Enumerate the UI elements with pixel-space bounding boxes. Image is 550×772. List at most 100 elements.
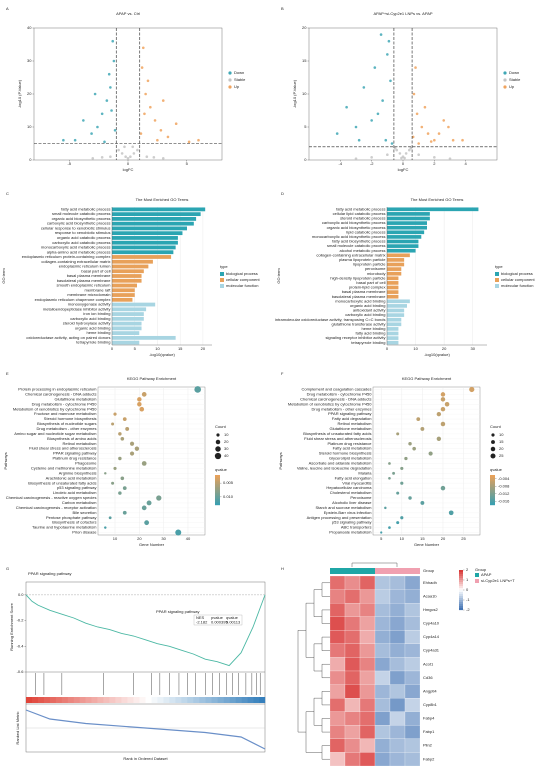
stats-header: NES xyxy=(196,615,205,620)
heat-cell xyxy=(359,575,376,590)
x-tick-label: 10 xyxy=(413,346,418,351)
point xyxy=(433,138,436,142)
legend-label: si-Cyp2e1 LNPs+T xyxy=(481,578,515,583)
group-bar xyxy=(390,568,405,574)
colorbar-cell xyxy=(490,482,495,485)
dot xyxy=(396,491,400,495)
colorbar-cell xyxy=(215,491,220,494)
heat-cell xyxy=(329,752,346,767)
size-legend-dot xyxy=(490,446,496,452)
category-label: collagen-containing extracellular matrix xyxy=(41,259,110,264)
point xyxy=(461,138,464,142)
heat-cell xyxy=(404,698,421,712)
dot xyxy=(428,451,433,456)
chart-title: APAP vs. Ctrl xyxy=(116,11,140,16)
colorbar-label: 0 xyxy=(466,587,469,592)
row-label: Acot1 xyxy=(423,661,434,666)
row-label: Hmgcs2 xyxy=(423,607,438,612)
heat-cell xyxy=(374,738,391,753)
point xyxy=(379,33,383,36)
x-tick-label: 40 xyxy=(186,536,191,541)
point xyxy=(395,148,399,152)
bar xyxy=(112,236,178,240)
dot xyxy=(125,426,130,431)
heat-cell xyxy=(389,630,406,644)
legend-label: biological process xyxy=(226,271,258,276)
legend-label: 40 xyxy=(224,453,229,458)
heat-cell xyxy=(359,616,376,631)
heat-cell xyxy=(329,589,346,604)
dot xyxy=(111,481,115,485)
dot xyxy=(440,406,446,412)
colorbar-cell xyxy=(490,500,495,503)
point xyxy=(362,86,366,89)
legend-swatch xyxy=(503,85,507,89)
colorbar-cell xyxy=(215,475,220,477)
point xyxy=(384,138,388,142)
category-label: Retinol metabolism xyxy=(337,421,372,426)
dot xyxy=(141,461,147,466)
x-tick-label: 4 xyxy=(465,161,468,166)
dot xyxy=(388,526,391,529)
colorbar-cell xyxy=(215,499,220,501)
legend-label: -0.016 xyxy=(498,498,510,503)
y-tick-label: -0.2 xyxy=(17,618,25,623)
dot xyxy=(122,510,127,515)
point xyxy=(159,129,163,132)
dot xyxy=(440,485,446,491)
heat-cell xyxy=(389,684,406,699)
colorbar-cell xyxy=(459,582,463,585)
y-tick-label: 0 xyxy=(304,157,307,162)
category-label: Drug metabolism - other enzymes xyxy=(36,426,96,431)
category-label: organic acid binding xyxy=(75,325,111,330)
colorbar-cell xyxy=(215,478,220,480)
heat-cell xyxy=(329,670,346,685)
dot xyxy=(137,402,142,407)
colorbar-cell xyxy=(459,594,463,597)
heat-cell xyxy=(329,616,346,631)
category-label: Metabolism of xenobiotics by cytochrome … xyxy=(288,401,372,406)
panel-letter: G xyxy=(6,566,9,571)
bar xyxy=(112,326,142,331)
category-label: intramolecular oxidoreductase activity, … xyxy=(275,317,386,322)
colorbar-cell xyxy=(490,476,495,479)
category-label: Complement and coagulation cascades xyxy=(301,387,371,392)
category-label: Chemical carcinogenesis - reactive oxyge… xyxy=(6,495,97,500)
row-label: Cyp4a10 xyxy=(423,621,440,626)
legend-title: type xyxy=(495,264,503,269)
point xyxy=(393,146,397,150)
rank-strip xyxy=(253,697,260,703)
point xyxy=(420,125,424,129)
point xyxy=(354,157,358,160)
point xyxy=(131,145,134,149)
colorbar-cell xyxy=(490,503,495,506)
point xyxy=(345,105,348,109)
heat-cell xyxy=(389,657,406,672)
heat-cell xyxy=(344,589,361,604)
dot xyxy=(408,442,412,446)
point xyxy=(124,155,127,158)
category-label: signaling receptor inhibitor activity xyxy=(325,335,385,340)
heat-cell xyxy=(404,575,421,590)
row-label: Cyp4a31 xyxy=(423,648,440,653)
row-label: Fabp4 xyxy=(423,716,435,721)
point xyxy=(412,92,416,96)
point xyxy=(112,59,116,63)
category-label: Biosynthesis of nucleotide sugars xyxy=(37,421,96,426)
category-label: tetrapyrrole binding xyxy=(76,340,110,345)
heat-cell xyxy=(389,725,406,739)
heat-cell xyxy=(389,698,406,712)
stats-value: 0.000395 xyxy=(211,620,228,625)
panel-letter: C xyxy=(6,191,9,196)
dot xyxy=(146,500,152,506)
point xyxy=(113,129,117,132)
panel-letter: B xyxy=(281,6,284,11)
heat-cell xyxy=(359,670,376,685)
heat-cell xyxy=(344,575,361,590)
category-label: endoplasmic reticulum lumen xyxy=(59,264,111,269)
legend-label: molecular function xyxy=(501,283,533,288)
heat-cell xyxy=(344,698,361,712)
category-label: lipid catabolic process xyxy=(346,229,385,234)
dot xyxy=(444,401,450,407)
